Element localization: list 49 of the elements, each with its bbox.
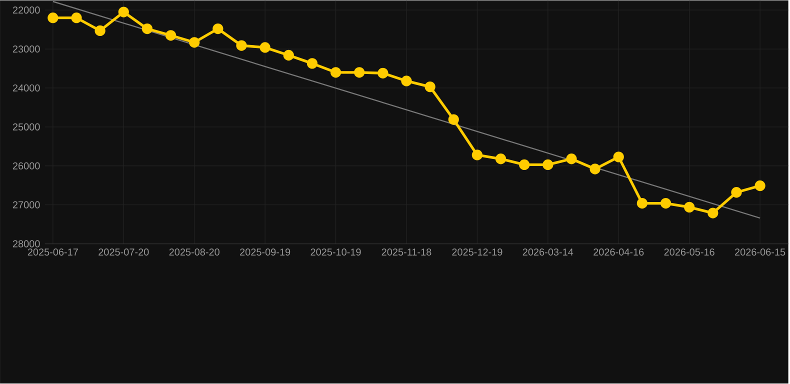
point [754, 180, 766, 192]
y-tick-label: 23000 [12, 46, 40, 53]
point [401, 76, 412, 87]
point [236, 40, 247, 52]
point [71, 12, 82, 24]
x-tick-label: 2025-07-20 [98, 248, 149, 256]
point [495, 154, 506, 164]
x-tick-label: 2026-04-16 [594, 248, 644, 256]
point [472, 150, 483, 161]
point [590, 164, 600, 175]
point [684, 202, 695, 213]
point [519, 160, 530, 170]
y-tick-label: 22000 [12, 6, 40, 14]
x-tick-label: 2025-08-20 [169, 248, 220, 256]
point [142, 24, 153, 34]
point [542, 160, 554, 170]
point [424, 82, 436, 92]
point [94, 26, 106, 36]
y-tick-label: 25000 [12, 124, 40, 131]
point [260, 42, 270, 54]
point [165, 30, 176, 41]
y-tick-label: 28000 [12, 240, 40, 248]
y-tick-label: 27000 [12, 202, 40, 209]
x-tick-label: 2025-06-17 [28, 248, 78, 256]
x-tick-label: 2025-09-19 [240, 248, 290, 256]
x-tick-label: 2025-12-19 [452, 248, 502, 256]
point [306, 58, 318, 70]
x-tick-label: 2026-03-14 [522, 248, 574, 256]
point [378, 68, 388, 79]
point [708, 208, 718, 219]
point [118, 6, 129, 18]
x-tick-label: 2025-10-19 [310, 248, 361, 256]
point [660, 198, 672, 209]
point [212, 24, 224, 34]
y-tick-label: 24000 [12, 84, 40, 92]
point [189, 37, 200, 48]
point [636, 198, 648, 209]
x-tick-label: 2025-11-18 [382, 248, 432, 256]
point [48, 12, 58, 24]
x-tick-label: 2026-05-16 [664, 248, 714, 256]
x-tick-label: 2026-06-15 [735, 248, 786, 256]
point [330, 67, 342, 78]
point [448, 114, 459, 126]
point [354, 67, 365, 78]
y-tick-label: 26000 [12, 162, 40, 170]
point [731, 187, 742, 198]
point [283, 50, 294, 61]
point [566, 154, 577, 164]
point [613, 152, 624, 162]
